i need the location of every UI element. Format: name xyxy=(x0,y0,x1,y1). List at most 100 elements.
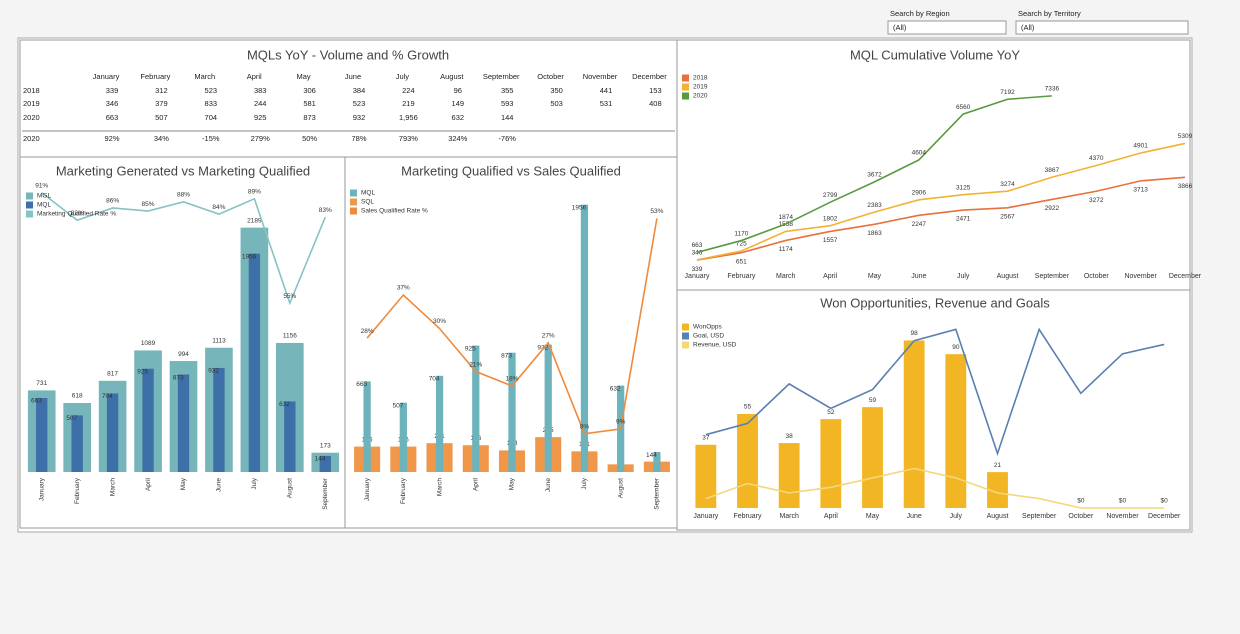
x-tick-label: May xyxy=(180,477,187,490)
filter-label: Search by Territory xyxy=(1018,9,1081,18)
data-label: 89% xyxy=(248,188,261,195)
legend-label: Revenue, USD xyxy=(693,342,737,349)
table-cell: -15% xyxy=(202,134,220,143)
table-cell: 144 xyxy=(501,113,514,122)
data-label: 2471 xyxy=(956,216,971,223)
filter-dropdown[interactable] xyxy=(1015,20,1189,35)
data-label: 1156 xyxy=(283,333,297,340)
data-label: 632 xyxy=(610,385,621,392)
legend-swatch xyxy=(682,341,689,349)
data-label: 90 xyxy=(952,344,960,351)
data-label: 2247 xyxy=(912,221,927,228)
filter-dropdown[interactable] xyxy=(887,20,1007,35)
table-cell: 96 xyxy=(454,86,462,95)
data-label: $0 xyxy=(1161,498,1169,505)
bar xyxy=(653,452,661,472)
legend-label: Marketing Qualified Rate % xyxy=(37,211,116,218)
bar xyxy=(248,253,261,472)
legend-swatch xyxy=(350,198,357,206)
data-label: 3867 xyxy=(1045,167,1060,174)
data-label: 7192 xyxy=(1000,89,1015,96)
data-label: 2922 xyxy=(1045,205,1060,212)
data-label: 37 xyxy=(702,434,710,441)
legend-label: SQL xyxy=(361,199,374,206)
row-label: 2019 xyxy=(23,99,40,108)
row-label: 2018 xyxy=(23,86,40,95)
table-cell: 793% xyxy=(399,134,419,143)
series-line xyxy=(41,191,327,306)
table-title: MQLs YoY - Volume and % Growth xyxy=(247,47,449,62)
data-label: 1557 xyxy=(823,237,838,244)
filter-label: Search by Region xyxy=(890,9,950,18)
data-label: 6560 xyxy=(956,104,971,111)
table-cell: 593 xyxy=(501,99,514,108)
column-header: December xyxy=(632,72,667,81)
series-line xyxy=(696,176,1186,261)
data-label: 3274 xyxy=(1000,181,1015,188)
table-cell: 149 xyxy=(452,99,465,108)
chart-title: Marketing Qualified vs Sales Qualified xyxy=(401,163,621,178)
bar xyxy=(435,375,444,472)
legend-swatch xyxy=(682,92,689,100)
data-label: 2189 xyxy=(247,217,262,224)
table-cell: 704 xyxy=(205,113,218,122)
filter-value[interactable]: (All) xyxy=(893,23,907,32)
data-label: 1802 xyxy=(823,215,838,222)
data-label: 27% xyxy=(542,333,555,340)
bar xyxy=(508,352,516,472)
table-cell: 153 xyxy=(649,86,662,95)
x-tick-label: October xyxy=(1084,273,1110,280)
column-header: October xyxy=(537,72,564,81)
table-cell: -76% xyxy=(498,134,516,143)
x-tick-label: May xyxy=(868,273,882,280)
data-label: 704 xyxy=(102,393,113,400)
bar xyxy=(399,402,407,472)
data-label: 144 xyxy=(646,452,657,459)
data-label: 339 xyxy=(692,266,703,273)
data-label: 651 xyxy=(736,258,747,265)
data-label: 507 xyxy=(66,415,77,422)
table-cell: 224 xyxy=(402,86,415,95)
x-tick-label: April xyxy=(823,273,837,280)
legend-label: 2019 xyxy=(693,84,708,91)
data-label: 82% xyxy=(71,210,84,217)
data-label: 2799 xyxy=(823,192,838,199)
x-tick-label: August xyxy=(287,478,294,498)
data-label: 3272 xyxy=(1089,197,1104,204)
bar xyxy=(862,407,883,508)
x-tick-label: October xyxy=(1068,513,1094,520)
x-tick-label: February xyxy=(733,513,762,520)
bar xyxy=(580,204,589,472)
legend-swatch xyxy=(682,83,689,91)
data-label: 725 xyxy=(736,241,747,248)
x-tick-label: March xyxy=(436,478,443,496)
row-label: 2020 xyxy=(23,113,40,122)
data-label: 144 xyxy=(315,456,326,463)
table-cell: 531 xyxy=(600,99,613,108)
x-tick-label: September xyxy=(1035,273,1070,280)
x-tick-label: June xyxy=(911,273,926,280)
column-header: March xyxy=(194,72,215,81)
table-cell: 384 xyxy=(353,86,366,95)
column-header: January xyxy=(93,72,120,81)
table-cell: 441 xyxy=(600,86,613,95)
data-label: 1863 xyxy=(867,230,882,237)
data-label: 1113 xyxy=(212,337,226,344)
bar xyxy=(472,345,480,472)
table-cell: 507 xyxy=(155,113,168,122)
x-tick-label: May xyxy=(866,513,880,520)
data-label: 873 xyxy=(173,374,184,381)
table-cell: 350 xyxy=(550,86,563,95)
x-tick-label: August xyxy=(617,478,624,498)
data-label: 1174 xyxy=(779,246,793,253)
filter-value[interactable]: (All) xyxy=(1021,23,1035,32)
data-label: 663 xyxy=(31,398,42,405)
table-cell: 355 xyxy=(501,86,514,95)
x-tick-label: September xyxy=(322,477,329,510)
x-tick-label: May xyxy=(509,477,516,490)
x-tick-label: February xyxy=(400,477,407,504)
data-label: 55% xyxy=(283,293,296,300)
table-cell: 312 xyxy=(155,86,168,95)
table-cell: 78% xyxy=(351,134,366,143)
bar xyxy=(903,340,925,508)
